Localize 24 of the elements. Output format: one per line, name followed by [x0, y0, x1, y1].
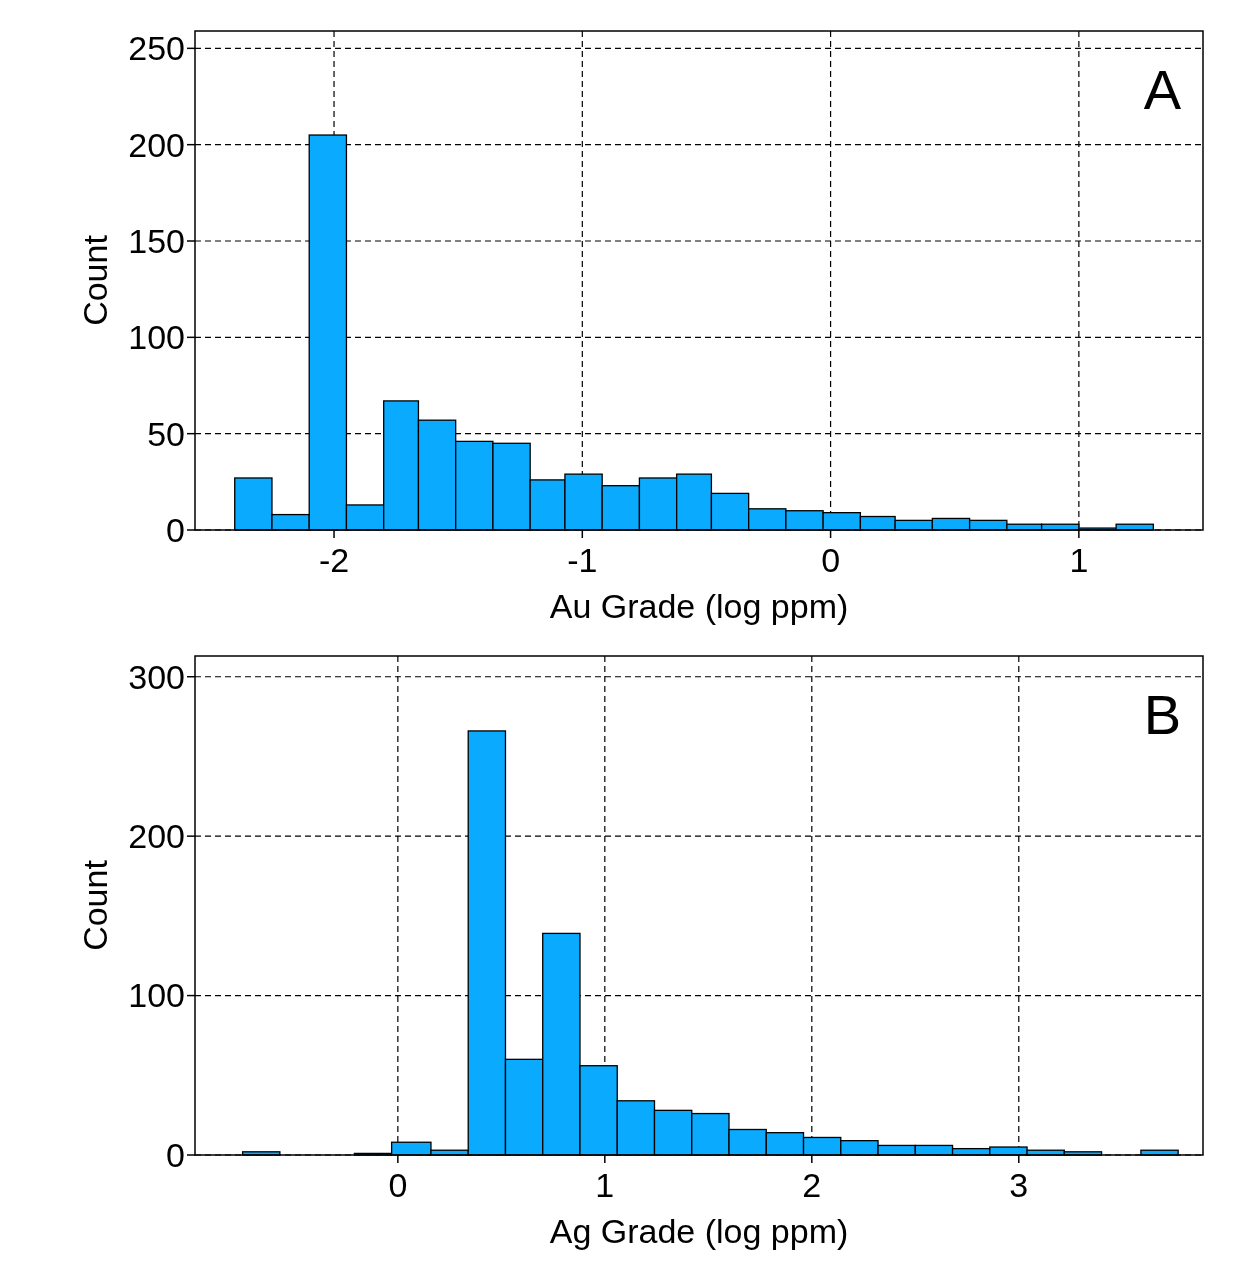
x-tick-label: -1	[567, 541, 598, 579]
y-axis-title: Count	[76, 234, 114, 326]
y-axis-title: Count	[76, 859, 114, 951]
x-tick-label: 0	[388, 1166, 408, 1204]
y-tick-label: 200	[128, 125, 185, 164]
x-tick-label: 1	[1069, 541, 1089, 579]
y-tick-label: 300	[128, 657, 185, 696]
x-axis-title: Au Grade (log ppm)	[549, 587, 849, 625]
x-tick-label: 0	[821, 541, 841, 579]
y-tick-label: 100	[128, 976, 185, 1015]
y-tick-label: 150	[128, 221, 185, 260]
x-tick-label: -2	[318, 541, 350, 579]
y-tick-label: 250	[128, 29, 185, 68]
y-tick-label: 100	[128, 318, 185, 357]
annotation: A	[1143, 58, 1182, 121]
y-tick-label: 50	[147, 414, 185, 453]
x-axis-title: Ag Grade (log ppm)	[549, 1212, 849, 1250]
x-tick-label: 2	[802, 1166, 822, 1204]
x-tick-label: 1	[595, 1166, 615, 1204]
y-tick-label: 200	[128, 817, 185, 856]
annotation: B	[1143, 683, 1181, 746]
y-tick-label: 0	[166, 1135, 185, 1174]
y-tick-label: 0	[166, 510, 185, 549]
x-tick-label: 3	[1009, 1166, 1029, 1204]
